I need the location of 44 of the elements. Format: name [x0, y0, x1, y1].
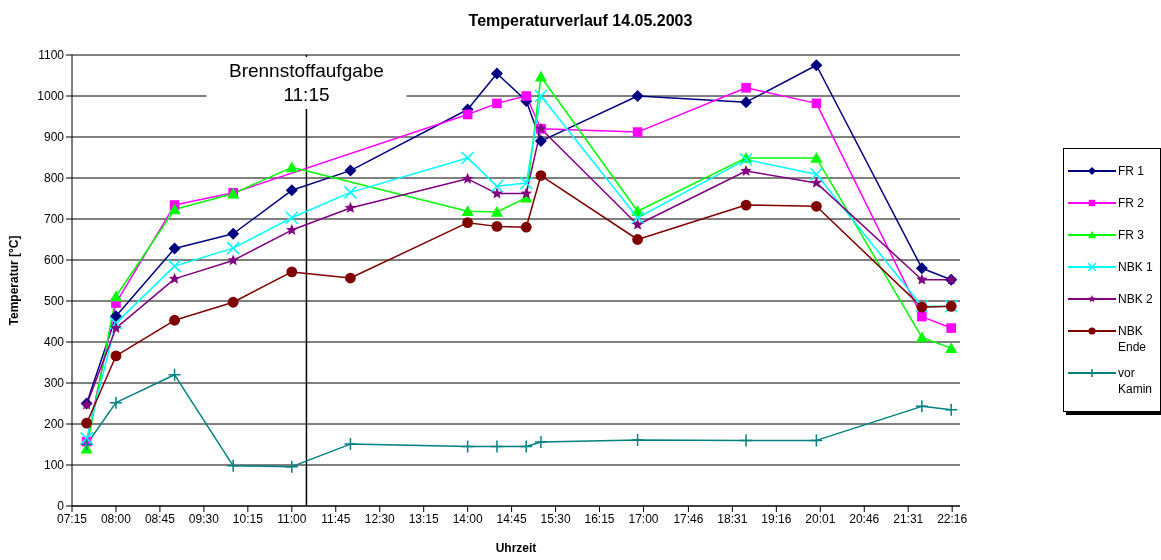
- y-tick-label: 200: [43, 417, 65, 432]
- y-tick-label: 0: [57, 499, 65, 514]
- y-tick-label: 400: [43, 335, 65, 350]
- x-tick-label: 07:15: [56, 511, 88, 526]
- x-tick-label: 20:46: [849, 511, 880, 526]
- chart-title: Temperaturverlauf 14.05.2003: [467, 12, 694, 30]
- y-tick-label: 100: [43, 458, 65, 473]
- x-tick-label: 22:16: [937, 511, 968, 526]
- x-axis-title: Uhrzeit: [495, 541, 537, 555]
- legend-label: FR 3: [1118, 227, 1145, 243]
- x-tick-label: 18:31: [717, 511, 748, 526]
- x-tick-label: 14:00: [452, 511, 483, 526]
- x-tick-label: 14:45: [496, 511, 527, 526]
- legend-label: NBK Ende: [1118, 323, 1148, 355]
- x-tick-label: 08:00: [100, 511, 132, 526]
- y-tick-label: 700: [43, 212, 65, 227]
- y-tick-label: 600: [43, 253, 65, 268]
- ref-line-label: Brennstoffaufgabe 11:15: [228, 60, 384, 105]
- x-tick-label: 08:45: [144, 511, 176, 526]
- legend-label: FR 1: [1118, 163, 1145, 179]
- legend-label: vor Kamin: [1118, 365, 1153, 397]
- y-tick-label: 1000: [37, 89, 65, 104]
- x-tick-label: 09:30: [188, 511, 220, 526]
- x-tick-label: 21:31: [893, 511, 924, 526]
- legend-label: FR 2: [1118, 195, 1145, 211]
- x-tick-label: 10:15: [232, 511, 264, 526]
- x-tick-label: 15:30: [540, 511, 571, 526]
- legend-label: NBK 1: [1118, 259, 1154, 275]
- x-tick-label: 17:46: [673, 511, 704, 526]
- legend-label: NBK 2: [1118, 291, 1154, 307]
- x-tick-label: 20:01: [805, 511, 836, 526]
- y-axis-title: Temperatur [°C]: [7, 235, 22, 326]
- y-tick-label: 900: [43, 130, 65, 145]
- y-tick-label: 300: [43, 376, 65, 391]
- x-tick-label: 13:15: [408, 511, 440, 526]
- x-tick-label: 12:30: [364, 511, 396, 526]
- y-tick-label: 800: [43, 171, 65, 186]
- x-tick-label: 16:15: [584, 511, 615, 526]
- x-tick-label: 19:16: [761, 511, 792, 526]
- x-tick-label: 11:45: [321, 511, 351, 526]
- y-tick-label: 500: [43, 294, 65, 309]
- x-tick-label: 11:00: [277, 511, 307, 526]
- x-tick-label: 17:00: [628, 511, 659, 526]
- y-tick-label: 1100: [38, 48, 65, 63]
